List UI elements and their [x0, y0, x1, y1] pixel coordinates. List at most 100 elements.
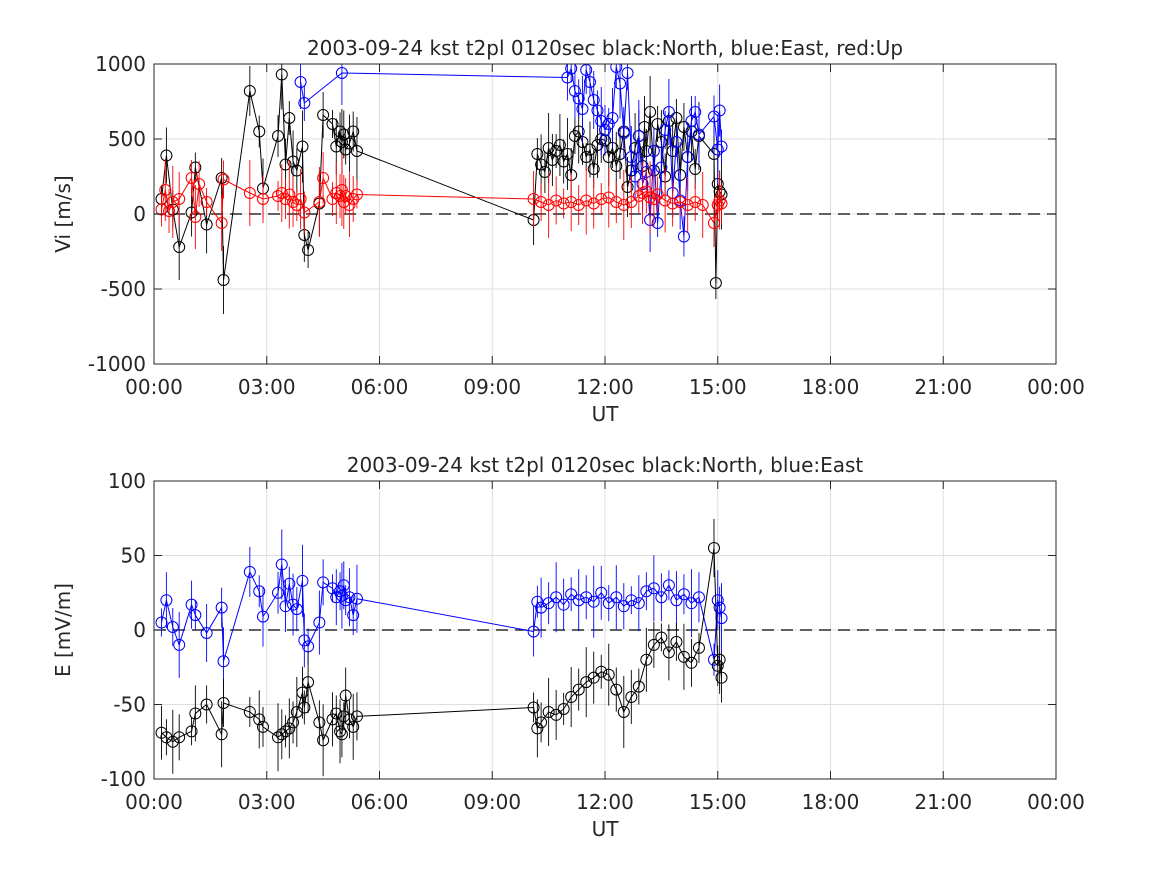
data-point: [160, 731, 173, 744]
data-point: [670, 594, 683, 607]
data-point: [272, 130, 285, 142]
data-point: [343, 591, 356, 604]
data-point: [256, 610, 269, 623]
data-point: [591, 104, 604, 117]
data-point: [317, 576, 330, 589]
data-point: [185, 172, 198, 184]
data-point: [189, 707, 202, 720]
data-point: [602, 597, 615, 610]
data-point: [689, 196, 702, 208]
data-point: [287, 716, 300, 729]
data-point: [711, 143, 724, 156]
data-point: [166, 196, 179, 208]
data-point: [313, 716, 326, 729]
data-point: [550, 708, 563, 721]
data-point: [253, 125, 266, 138]
data-point: [677, 588, 690, 601]
data-point: [538, 166, 551, 178]
x-tick-label: 21:00: [914, 790, 972, 814]
data-point: [572, 92, 585, 105]
data-point: [659, 124, 672, 136]
data-point: [217, 274, 230, 286]
data-point: [347, 720, 360, 733]
data-point: [335, 67, 348, 79]
data-point: [677, 230, 690, 243]
data-point: [531, 148, 544, 160]
data-point: [350, 710, 363, 723]
data-point: [350, 145, 363, 157]
data-point: [587, 163, 600, 175]
y-tick-label: 0: [133, 618, 146, 642]
data-point: [599, 124, 611, 136]
data-point: [302, 244, 315, 256]
data-point: [707, 148, 720, 160]
data-point: [298, 206, 311, 219]
data-point: [294, 76, 307, 88]
data-point: [662, 579, 675, 592]
chart-panel-1: 00:00 03:00 06:00 09:00 12:00 15:00 18:00 21:00…: [51, 36, 1085, 426]
data-point: [674, 196, 687, 208]
series-line: [161, 564, 723, 662]
data-point: [670, 112, 683, 124]
data-point: [651, 188, 664, 201]
data-point: [215, 217, 228, 229]
data-point: [583, 76, 596, 88]
data-point: [279, 600, 292, 613]
data-point: [326, 118, 339, 130]
data-point: [659, 194, 672, 207]
series-1: [155, 529, 728, 696]
data-point: [610, 591, 623, 604]
data-point: [625, 594, 638, 607]
data-point: [715, 671, 728, 684]
data-point: [343, 137, 356, 150]
data-point: [610, 64, 623, 73]
x-tick-label: 00:00: [1027, 375, 1085, 399]
data-point: [595, 586, 608, 599]
data-point: [347, 609, 360, 622]
data-point: [330, 707, 343, 720]
data-point: [572, 199, 585, 211]
data-point: [713, 104, 726, 117]
data-point: [317, 172, 330, 184]
y-axis-label: E [mV/m]: [51, 583, 75, 677]
series-line: [161, 176, 722, 225]
data-point: [614, 148, 627, 160]
series-line: [161, 74, 722, 284]
x-axis-label: UT: [592, 402, 620, 426]
data-point: [707, 542, 720, 555]
data-point: [298, 97, 311, 109]
data-point: [272, 731, 285, 744]
data-point: [166, 621, 179, 634]
data-point: [279, 725, 292, 738]
data-point: [283, 577, 296, 590]
data-point: [527, 701, 540, 714]
data-point: [632, 130, 645, 142]
data-point: [347, 193, 360, 205]
x-tick-label: 15:00: [689, 790, 747, 814]
data-point: [681, 151, 694, 163]
data-point: [527, 625, 540, 638]
data-point: [681, 199, 694, 211]
data-point: [617, 705, 630, 718]
data-point: [685, 597, 698, 610]
data-point: [330, 187, 343, 199]
data-point: [173, 193, 186, 205]
data-point: [662, 106, 675, 118]
data-point: [632, 597, 645, 610]
data-point: [621, 67, 634, 79]
data-point: [535, 601, 548, 614]
data-point: [275, 728, 288, 741]
data-point: [296, 686, 309, 699]
data-point: [335, 728, 348, 741]
y-tick-label: 50: [121, 544, 146, 568]
data-point: [189, 609, 202, 622]
data-point: [159, 184, 172, 196]
data-point: [173, 241, 186, 253]
data-point: [640, 185, 653, 198]
data-point: [160, 594, 173, 607]
data-point: [173, 731, 186, 744]
data-point: [644, 106, 657, 118]
data-point: [542, 705, 555, 718]
data-point: [542, 142, 555, 154]
data-point: [535, 196, 548, 208]
